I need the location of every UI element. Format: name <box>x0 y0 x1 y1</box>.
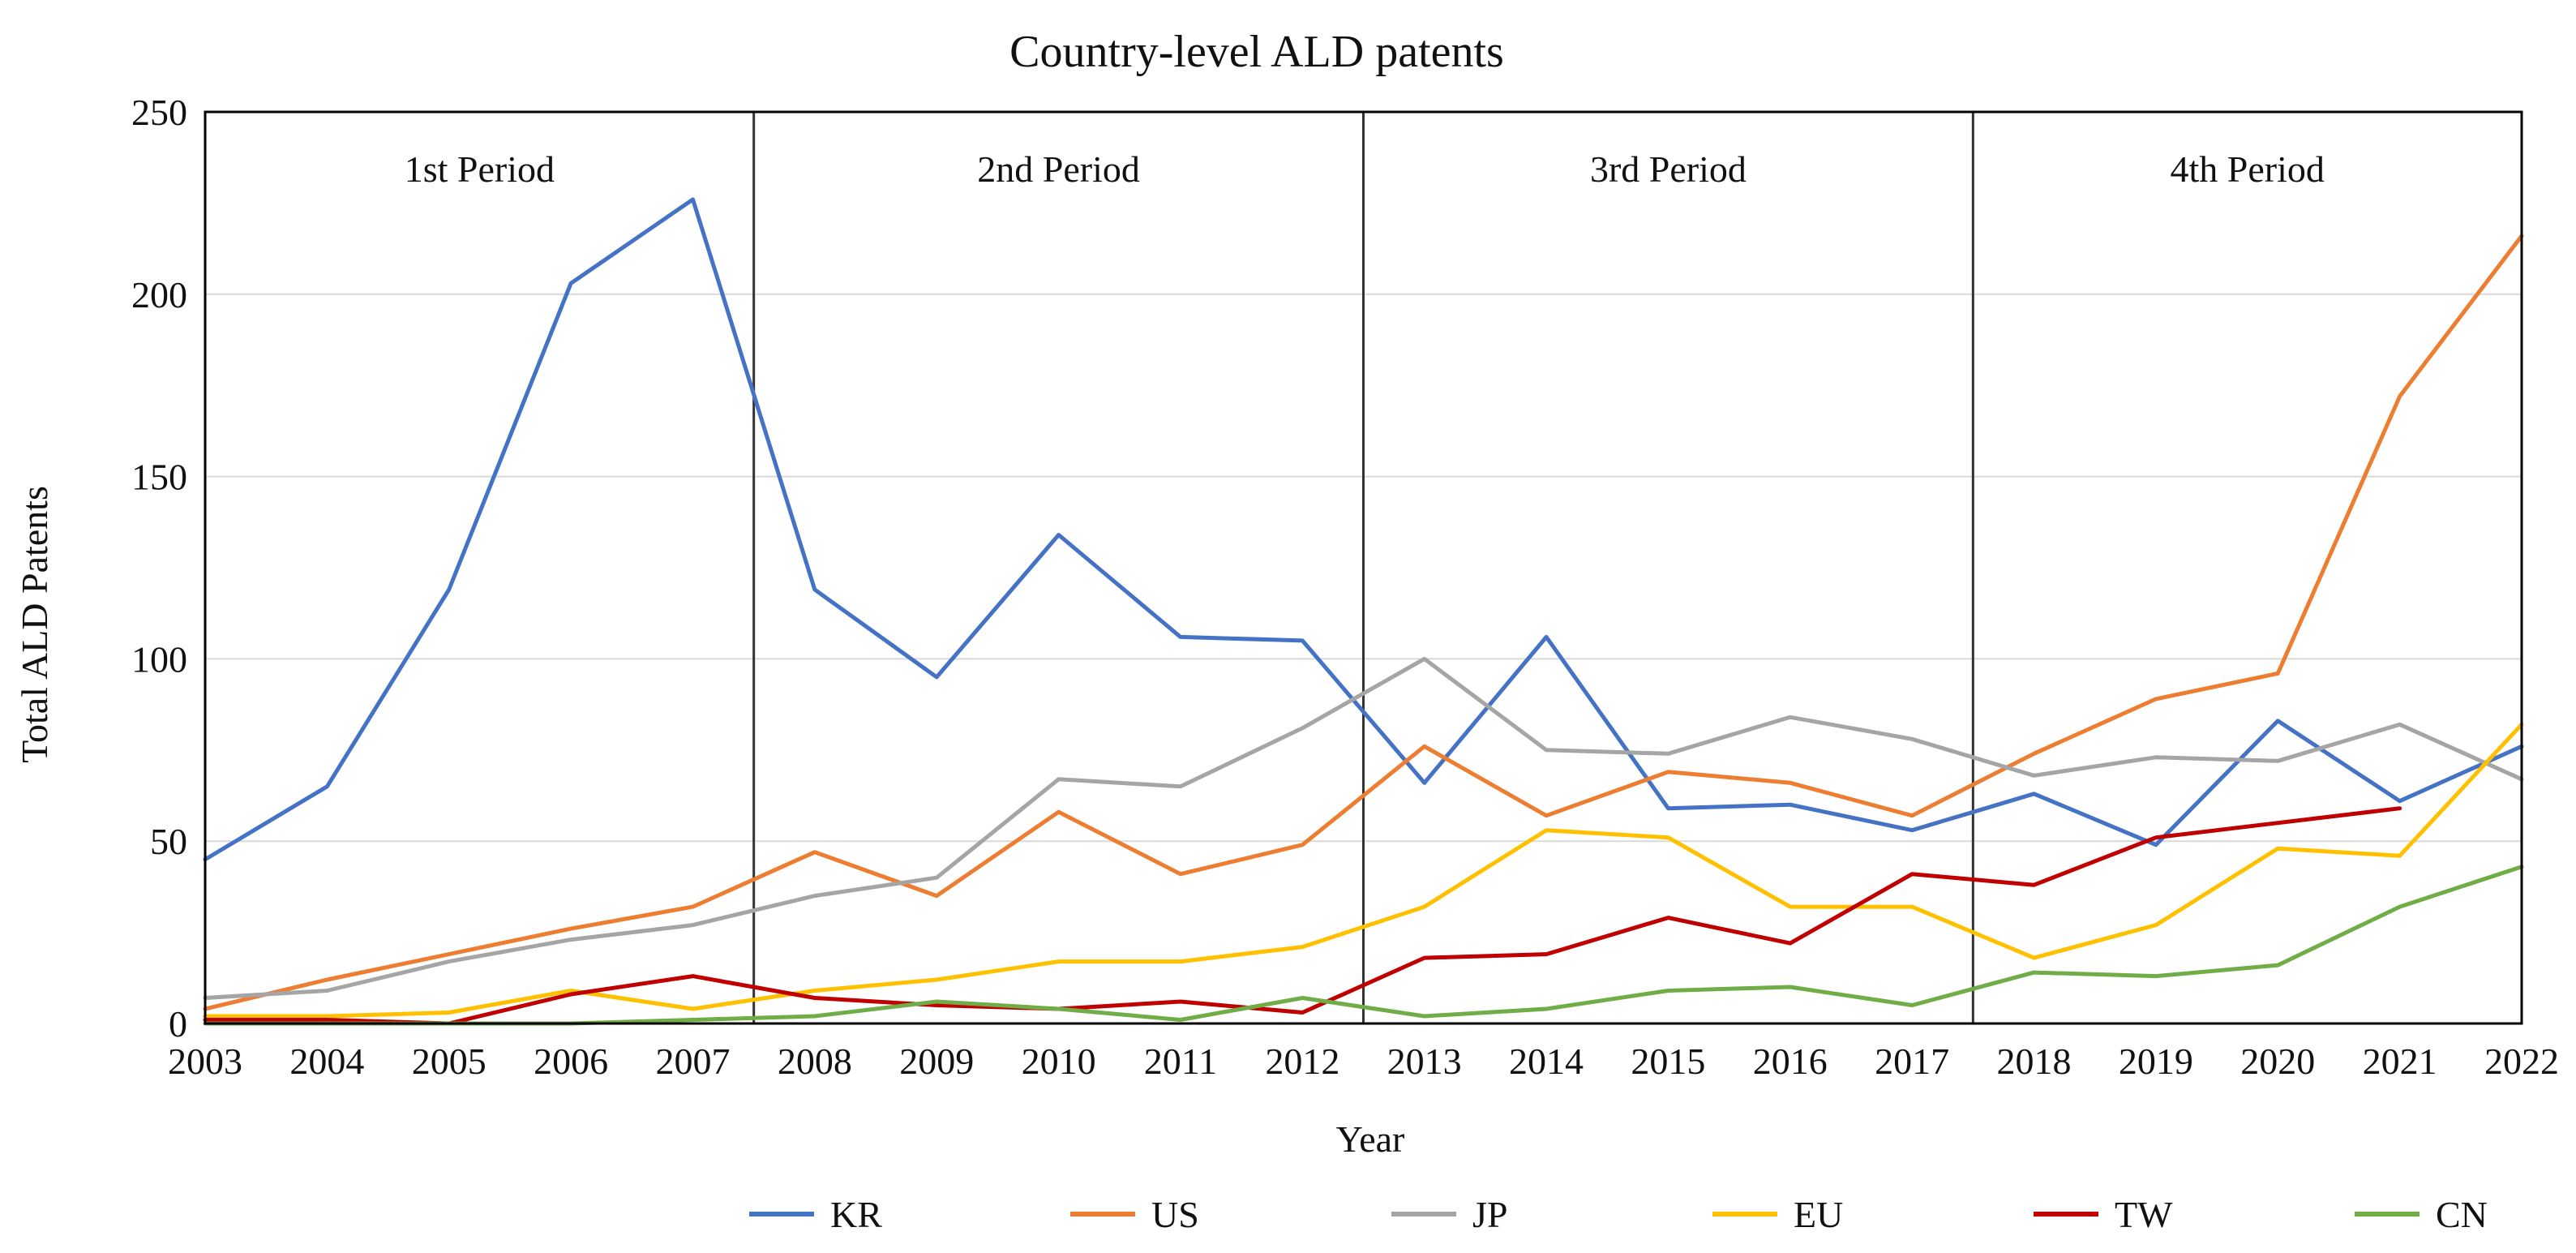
legend-label: TW <box>2115 1194 2173 1235</box>
period-label: 3rd Period <box>1590 148 1747 190</box>
legend-item-cn: CN <box>2355 1194 2488 1235</box>
y-axis-ticks: 0 50 100 150 200 250 <box>131 92 187 1045</box>
series-line-kr <box>203 197 2524 862</box>
plot-frame <box>204 110 2523 1025</box>
x-tick-label: 2018 <box>1997 1041 2072 1082</box>
period-label: 4th Period <box>2170 148 2324 190</box>
period-dividers: 1st Period 2nd Period 3rd Period 4th Period <box>405 112 2325 1023</box>
series-line-jp <box>203 656 2524 1000</box>
legend-label: EU <box>1794 1194 1843 1235</box>
legend-label: KR <box>830 1194 882 1235</box>
x-tick-label: 2016 <box>1753 1041 1828 1082</box>
legend-item-eu: EU <box>1712 1194 1843 1235</box>
x-tick-label: 2012 <box>1265 1041 1339 1082</box>
legend-item-jp: JP <box>1391 1194 1507 1235</box>
y-axis-title: Total ALD Patents <box>14 486 55 763</box>
x-axis-title: Year <box>1336 1118 1405 1160</box>
series-line-us <box>203 234 2524 1011</box>
y-tick-label: 100 <box>131 638 187 680</box>
x-tick-label: 2005 <box>412 1041 486 1082</box>
y-tick-label: 50 <box>150 821 187 862</box>
x-tick-label: 2010 <box>1022 1041 1096 1082</box>
legend-label: JP <box>1472 1194 1507 1235</box>
x-tick-label: 2008 <box>778 1041 852 1082</box>
y-tick-label: 0 <box>169 1003 187 1045</box>
legend-item-tw: TW <box>2034 1194 2173 1235</box>
x-tick-label: 2003 <box>168 1041 242 1082</box>
x-tick-label: 2013 <box>1387 1041 1462 1082</box>
x-tick-label: 2004 <box>289 1041 364 1082</box>
period-label: 2nd Period <box>977 148 1140 190</box>
period-label: 1st Period <box>405 148 555 190</box>
legend: KR US JP EU TW CN <box>749 1194 2488 1235</box>
y-tick-label: 200 <box>131 274 187 315</box>
x-tick-label: 2007 <box>655 1041 730 1082</box>
legend-label: CN <box>2436 1194 2488 1235</box>
x-tick-label: 2006 <box>534 1041 608 1082</box>
x-tick-label: 2022 <box>2484 1041 2559 1082</box>
legend-item-us: US <box>1070 1194 1199 1235</box>
x-tick-label: 2015 <box>1631 1041 1705 1082</box>
y-tick-label: 250 <box>131 92 187 133</box>
x-tick-label: 2019 <box>2119 1041 2193 1082</box>
series-line-tw <box>203 806 2402 1026</box>
x-tick-label: 2014 <box>1509 1041 1584 1082</box>
series-line-eu <box>203 722 2524 1019</box>
x-tick-label: 2017 <box>1875 1041 1949 1082</box>
x-tick-label: 2009 <box>899 1041 974 1082</box>
chart-title: Country-level ALD patents <box>1009 27 1504 77</box>
x-tick-label: 2020 <box>2240 1041 2315 1082</box>
x-axis-ticks: 2003 2004 2005 2006 2007 2008 2009 2010 2011 2012… <box>168 1041 2559 1082</box>
y-tick-label: 150 <box>131 457 187 498</box>
legend-label: US <box>1151 1194 1199 1235</box>
legend-item-kr: KR <box>749 1194 882 1235</box>
x-tick-label: 2021 <box>2363 1041 2437 1082</box>
x-tick-label: 2011 <box>1144 1041 1217 1082</box>
